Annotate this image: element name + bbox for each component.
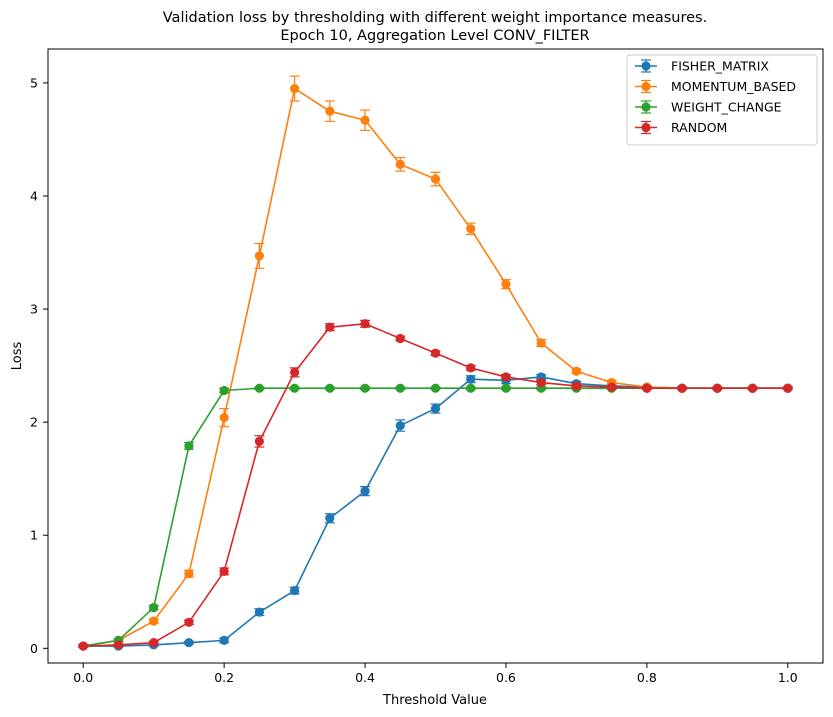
series-line	[83, 322, 788, 647]
plot-frame	[47, 48, 824, 664]
data-point	[184, 569, 194, 579]
legend-marker	[641, 122, 651, 133]
data-point	[325, 383, 335, 393]
legend-label: FISHER_MATRIX	[671, 59, 769, 74]
chart-title: Validation loss by thresholding with dif…	[163, 10, 707, 26]
data-point	[325, 322, 335, 332]
legend-marker	[641, 102, 651, 112]
data-point	[501, 279, 511, 289]
x-tick-label: 1.0	[778, 670, 798, 685]
data-point	[289, 367, 300, 377]
data-point	[395, 333, 405, 344]
data-point	[571, 381, 582, 391]
data-point	[360, 486, 370, 496]
y-tick-label: 0	[30, 641, 38, 656]
data-point	[395, 159, 405, 169]
data-point	[149, 638, 159, 648]
data-point	[536, 377, 546, 388]
data-point	[254, 383, 264, 393]
data-point	[325, 106, 335, 116]
legend-label: WEIGHT_CHANGE	[671, 100, 782, 115]
x-axis: 0.0 0.2 0.4 0.6 0.8 1.0	[73, 663, 798, 685]
data-point	[219, 413, 229, 423]
data-point	[747, 383, 758, 393]
data-point	[783, 383, 793, 393]
data-point	[219, 566, 229, 577]
x-tick-label: 0.8	[637, 670, 657, 685]
data-point	[149, 616, 159, 626]
legend-box	[626, 54, 818, 146]
x-tick-label: 0.4	[355, 670, 375, 685]
x-tick-label: 0.6	[496, 670, 516, 685]
data-point	[642, 383, 652, 393]
data-point	[360, 383, 370, 393]
data-point	[677, 383, 687, 393]
y-tick-label: 3	[30, 302, 38, 317]
series-line	[83, 376, 788, 647]
data-point	[712, 383, 722, 393]
legend-label: RANDOM	[671, 120, 727, 135]
y-tick-label: 4	[30, 188, 38, 203]
x-tick-label: 0.2	[214, 670, 234, 685]
chart-subtitle: Epoch 10, Aggregation Level CONV_FILTER	[280, 28, 589, 44]
data-point	[184, 638, 194, 648]
data-point	[219, 635, 229, 645]
data-point	[501, 383, 511, 393]
data-point	[254, 251, 264, 261]
legend-item: WEIGHT_CHANGE	[635, 100, 782, 115]
data-point	[289, 586, 300, 596]
data-point	[430, 403, 441, 414]
legend-item: MOMENTUM_BASED	[635, 79, 796, 94]
plot-area	[78, 75, 793, 651]
y-axis: 0 1 2 3 4 5	[30, 75, 48, 656]
data-point	[536, 338, 546, 348]
legend: FISHER_MATRIX MOMENTUM_BASED WEIGHT_CHANGE…	[626, 54, 818, 146]
legend-marker	[641, 61, 651, 71]
y-axis-label: Loss	[10, 342, 25, 371]
data-point	[360, 319, 370, 329]
y-tick-label: 2	[30, 415, 38, 430]
data-point	[254, 607, 264, 617]
series-momentum-based	[78, 75, 793, 651]
data-point	[360, 115, 370, 125]
data-point	[184, 617, 194, 627]
data-point	[289, 83, 300, 94]
data-point	[430, 348, 441, 358]
data-point	[466, 383, 476, 393]
data-point	[395, 383, 405, 393]
data-point	[113, 640, 124, 650]
series-weight-change	[78, 383, 793, 651]
data-point	[607, 382, 617, 392]
data-point	[430, 174, 441, 184]
data-point	[254, 436, 264, 446]
legend-label: MOMENTUM_BASED	[671, 79, 796, 94]
series-random	[78, 319, 793, 651]
data-point	[466, 224, 476, 234]
legend-item: FISHER_MATRIX	[635, 59, 769, 74]
data-point	[571, 366, 582, 376]
data-point	[184, 441, 194, 451]
data-point	[466, 374, 476, 384]
data-point	[149, 602, 159, 613]
data-point	[325, 513, 335, 523]
data-point	[430, 383, 441, 393]
data-point	[78, 641, 88, 651]
series-fisher-matrix	[78, 372, 793, 651]
x-tick-label: 0.0	[73, 670, 93, 685]
legend-item: RANDOM	[635, 120, 727, 135]
series-line	[83, 387, 788, 647]
data-point	[289, 383, 300, 393]
y-tick-label: 1	[30, 528, 38, 543]
data-point	[501, 372, 511, 382]
data-point	[466, 363, 476, 373]
x-axis-label: Threshold Value	[382, 693, 487, 708]
data-point	[395, 420, 405, 431]
legend-marker	[641, 81, 651, 92]
data-point	[219, 385, 229, 396]
y-tick-label: 5	[30, 75, 38, 90]
